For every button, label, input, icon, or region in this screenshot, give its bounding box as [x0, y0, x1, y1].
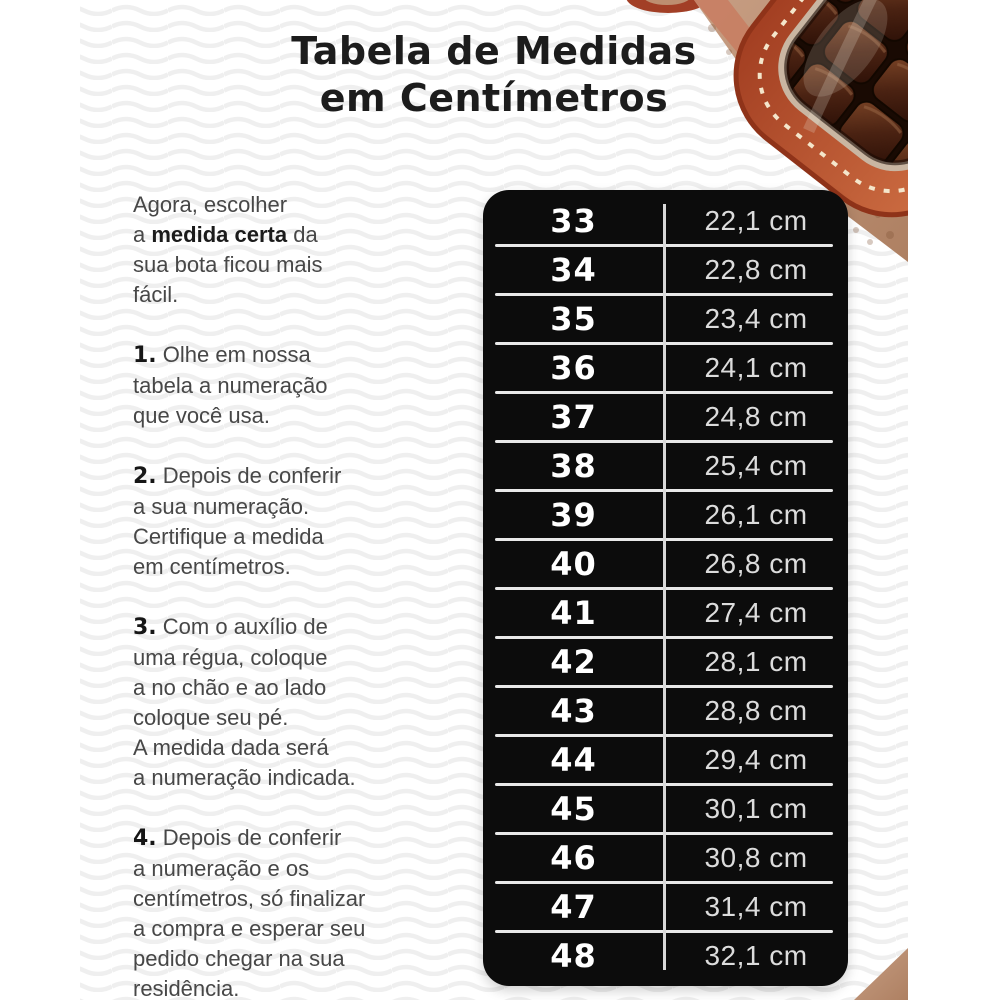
- cm-cell: 26,1 cm: [704, 498, 808, 530]
- size-table-row: 36 24,1 cm: [483, 343, 848, 394]
- step-paragraph: 2. Depois de conferir a sua numeração. C…: [133, 461, 463, 582]
- size-cell: 41: [550, 593, 597, 632]
- step-number: 4.: [133, 826, 157, 851]
- intro-paragraph: Agora, escolher a medida certa da sua bo…: [133, 190, 463, 310]
- step-text: Depois de conferir a sua numeração. Cert…: [133, 463, 342, 579]
- cm-cell: 23,4 cm: [704, 302, 808, 334]
- cm-cell: 31,4 cm: [704, 890, 808, 922]
- cm-cell: 24,1 cm: [704, 351, 808, 383]
- step-paragraph: 3. Com o auxílio de uma régua, coloque a…: [133, 612, 463, 793]
- table-column-divider: [663, 204, 666, 970]
- instructions: Agora, escolher a medida certa da sua bo…: [133, 190, 463, 1000]
- cm-cell: 26,8 cm: [704, 547, 808, 579]
- title-line-1: Tabela de Medidas: [291, 29, 697, 73]
- cm-cell: 32,1 cm: [704, 939, 808, 971]
- step-number: 1.: [133, 343, 157, 368]
- cm-cell: 30,8 cm: [704, 841, 808, 873]
- size-cell: 43: [550, 691, 597, 730]
- step-number: 2.: [133, 464, 157, 489]
- cm-cell: 22,8 cm: [704, 253, 808, 285]
- steps-list: 1. Olhe em nossa tabela a numeração que …: [133, 340, 463, 1000]
- step-text: Depois de conferir a numeração e os cent…: [133, 825, 366, 1000]
- size-table-row: 48 32,1 cm: [483, 931, 848, 980]
- size-cell: 37: [550, 397, 597, 436]
- step-paragraph: 1. Olhe em nossa tabela a numeração que …: [133, 340, 463, 431]
- cm-cell: 27,4 cm: [704, 596, 808, 628]
- size-cell: 42: [550, 642, 597, 681]
- cm-cell: 24,8 cm: [704, 400, 808, 432]
- cm-cell: 29,4 cm: [704, 743, 808, 775]
- step-paragraph: 4. Depois de conferir a numeração e os c…: [133, 823, 463, 1000]
- size-table-row: 42 28,1 cm: [483, 637, 848, 688]
- suede-corner-triangle: [854, 948, 908, 1000]
- size-table: 33 22,1 cm 34 22,8 cm 35 23,4 cm 36 24,1…: [483, 190, 848, 986]
- step-number: 3.: [133, 615, 157, 640]
- intro-text-post: da sua bota ficou mais fácil.: [133, 222, 323, 307]
- cm-cell: 25,4 cm: [704, 449, 808, 481]
- boot-toe-icon: [733, 0, 908, 218]
- cm-cell: 28,1 cm: [704, 645, 808, 677]
- boot-illustration: [626, 0, 908, 1000]
- size-cell: 36: [550, 348, 597, 387]
- size-cell: 46: [550, 838, 597, 877]
- cm-cell: 30,1 cm: [704, 792, 808, 824]
- size-cell: 48: [550, 936, 597, 975]
- size-cell: 44: [550, 740, 597, 779]
- size-cell: 39: [550, 495, 597, 534]
- cm-cell: 28,8 cm: [704, 694, 808, 726]
- intro-text-pre: Agora, escolher a: [133, 192, 288, 247]
- size-cell: 45: [550, 789, 597, 828]
- cm-cell: 22,1 cm: [704, 204, 808, 236]
- size-cell: 47: [550, 887, 597, 926]
- size-cell: 40: [550, 544, 597, 583]
- step-text: Com o auxílio de uma régua, coloque a no…: [133, 614, 356, 790]
- intro-text-bold: medida certa: [151, 222, 288, 247]
- size-cell: 35: [550, 299, 597, 338]
- title-line-2: em Centímetros: [319, 76, 669, 120]
- size-cell: 33: [550, 201, 597, 240]
- boot-heel-icon: [626, 0, 710, 13]
- step-text: Olhe em nossa tabela a numeração que voc…: [133, 342, 328, 428]
- size-cell: 34: [550, 250, 597, 289]
- page-title: Tabela de Medidas em Centímetros: [80, 28, 908, 122]
- size-cell: 38: [550, 446, 597, 485]
